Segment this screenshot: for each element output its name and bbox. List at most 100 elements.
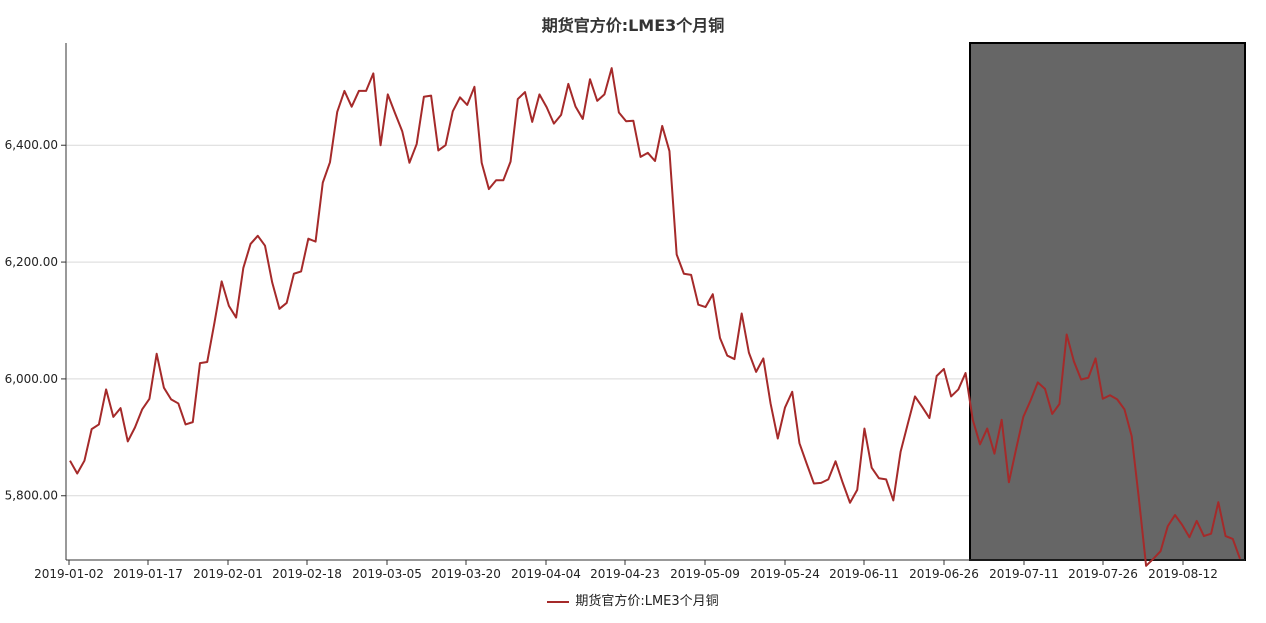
data-point [415,143,417,145]
data-point [98,423,100,425]
data-point [928,417,930,419]
data-point [148,398,150,400]
data-point [683,273,685,275]
highlight-region [969,42,1246,561]
data-point [697,304,699,306]
data-point [141,408,143,410]
data-point [1167,525,1169,527]
data-point [647,152,649,154]
data-point [704,306,706,308]
data-point [379,144,381,146]
data-point [401,130,403,132]
data-point [444,144,446,146]
data-point [220,280,222,282]
data-point [1087,377,1089,379]
data-point [1109,394,1111,396]
data-point [791,391,793,393]
data-point [1116,398,1118,400]
x-tick-label: 2019-08-12 [1148,567,1218,581]
data-point [712,293,714,295]
data-point [177,402,179,404]
data-point [755,371,757,373]
series-line [69,67,1241,567]
data-point [1022,416,1024,418]
x-tick-label: 2019-07-11 [989,567,1059,581]
data-point [921,406,923,408]
data-point [228,305,230,307]
x-tick-label: 2019-05-24 [750,567,820,581]
data-point [184,423,186,425]
data-point [1224,535,1226,537]
data-point [531,121,533,123]
data-point [119,407,121,409]
data-point [892,499,894,501]
data-point [870,467,872,469]
data-point [1203,535,1205,537]
data-point [545,106,547,108]
data-point [849,502,851,504]
data-point [972,419,974,421]
data-point [878,477,880,479]
data-point [690,274,692,276]
x-tick-label: 2019-03-20 [431,567,501,581]
data-point [170,398,172,400]
data-point [372,72,374,74]
data-point [618,111,620,113]
x-tick-label: 2019-02-01 [193,567,263,581]
legend[interactable]: 期货官方价:LME3个月铜 [0,590,1266,609]
data-point [553,122,555,124]
data-point [314,240,316,242]
data-point [863,427,865,429]
data-point [1058,403,1060,405]
data-point [249,243,251,245]
data-point [127,440,129,442]
x-tick-label: 2019-01-02 [34,567,104,581]
data-point [813,482,815,484]
data-point [69,459,71,461]
data-point [1159,550,1161,552]
data-point [271,281,273,283]
data-point [834,460,836,462]
data-point [155,353,157,355]
y-tick-label: 6,400.00 [5,138,58,152]
data-point [473,86,475,88]
data-point [459,96,461,98]
data-point [1123,408,1125,410]
highlight-rect [969,42,1246,561]
data-point [1000,419,1002,421]
data-point [1210,533,1212,535]
data-point [842,482,844,484]
data-point [199,362,201,364]
data-point [719,337,721,339]
data-point [452,110,454,112]
data-point [986,427,988,429]
data-point [798,442,800,444]
x-tick-label: 2019-01-17 [113,567,183,581]
data-point [466,104,468,106]
data-point [914,395,916,397]
data-point [408,162,410,164]
x-tick-label: 2019-06-26 [909,567,979,581]
data-point [582,118,584,120]
chart-title: 期货官方价:LME3个月铜 [541,16,725,35]
data-point [574,105,576,107]
data-point [329,161,331,163]
data-point [387,93,389,95]
data-point [1195,520,1197,522]
data-point [567,83,569,85]
data-point [293,273,295,275]
data-point [1174,514,1176,516]
data-point [278,308,280,310]
data-point [112,416,114,418]
data-point [192,421,194,423]
data-point [509,160,511,162]
data-point [1073,360,1075,362]
data-point [1145,565,1147,567]
data-point [430,94,432,96]
data-point [935,375,937,377]
data-point [740,312,742,314]
data-point [784,406,786,408]
data-point [502,179,504,181]
data-point [610,67,612,69]
data-point [661,125,663,127]
